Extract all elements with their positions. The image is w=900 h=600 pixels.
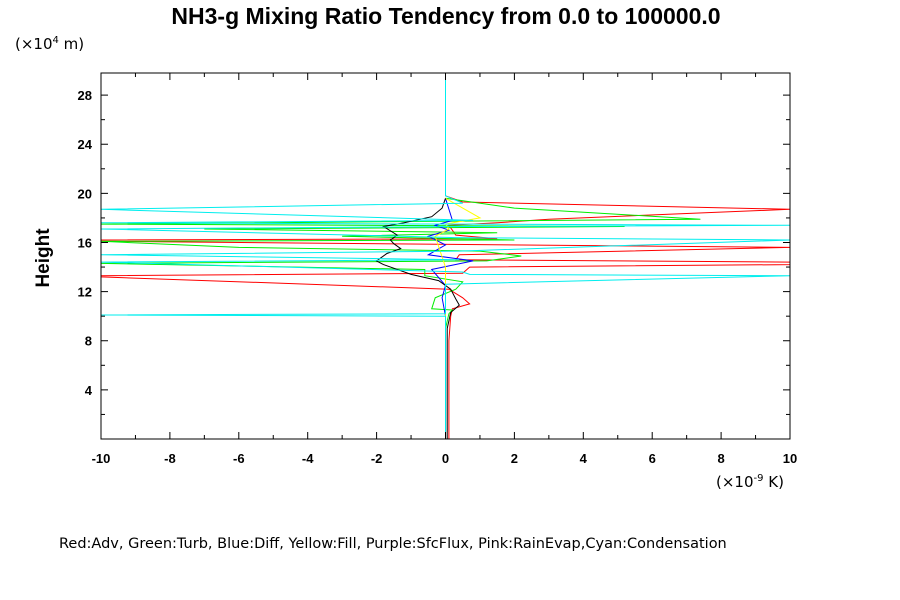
y-unit-label: (×104 m) bbox=[15, 35, 84, 53]
x-tick-label: -4 bbox=[302, 451, 314, 466]
y-tick-label: 20 bbox=[78, 186, 92, 201]
y-axis-title: Height bbox=[33, 228, 54, 288]
chart-title: NH3-g Mixing Ratio Tendency from 0.0 to … bbox=[171, 3, 720, 29]
plot-lines bbox=[100, 73, 791, 439]
x-tick-label: -10 bbox=[92, 451, 111, 466]
y-tick-label: 12 bbox=[78, 285, 92, 300]
y-tick-label: 28 bbox=[78, 88, 92, 103]
legend-text: Red:Adv, Green:Turb, Blue:Diff, Yellow:F… bbox=[59, 536, 727, 552]
x-tick-label: 6 bbox=[649, 451, 656, 466]
x-tick-label: 10 bbox=[783, 451, 797, 466]
x-tick-label: 0 bbox=[442, 451, 449, 466]
series-line-2 bbox=[426, 198, 474, 439]
x-tick-label: 2 bbox=[511, 451, 518, 466]
y-tick-label: 8 bbox=[85, 334, 92, 349]
y-tick-label: 4 bbox=[85, 383, 93, 398]
x-tick-label: -2 bbox=[371, 451, 383, 466]
x-unit-label: (×10-9 K) bbox=[716, 473, 784, 491]
x-tick-label: 4 bbox=[580, 451, 588, 466]
series-line-3 bbox=[434, 197, 482, 439]
series-line-1 bbox=[100, 197, 701, 439]
series-line-5 bbox=[100, 73, 791, 439]
x-tick-label: 8 bbox=[717, 451, 724, 466]
x-tick-label: -6 bbox=[233, 451, 245, 466]
x-tick-label: -8 bbox=[164, 451, 176, 466]
y-tick-label: 24 bbox=[78, 137, 93, 152]
y-tick-label: 16 bbox=[78, 235, 92, 250]
